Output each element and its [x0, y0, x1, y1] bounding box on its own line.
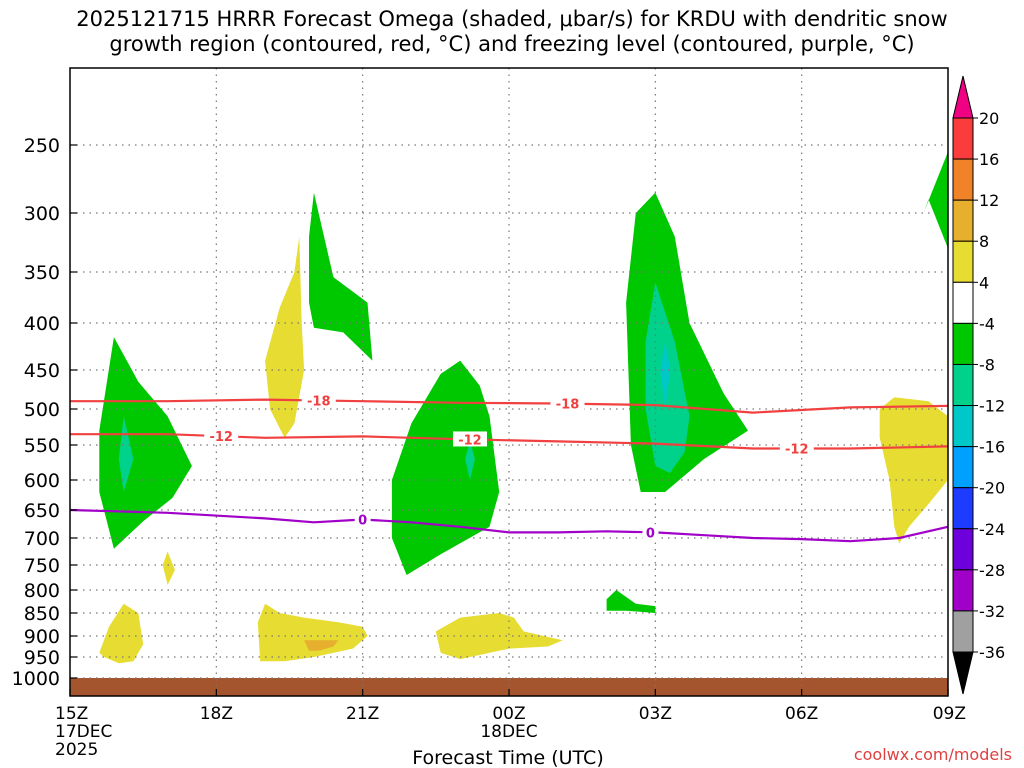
y-tick-label: 450 — [24, 360, 60, 382]
colorbar-label: 16 — [979, 150, 999, 169]
x-tick-sublabel: 17DEC — [55, 722, 112, 742]
credit-text: coolwx.com/models — [853, 745, 1012, 764]
y-tick-label: 800 — [24, 580, 60, 602]
x-tick-label: 03Z — [639, 704, 672, 724]
colorbar-bottom-arrow — [952, 651, 974, 695]
colorbar-label: 4 — [979, 273, 989, 292]
y-tick-label: 300 — [24, 203, 60, 225]
dgz-label: -12 — [785, 443, 809, 458]
omega-region-9 — [923, 151, 948, 249]
y-tick-label: 900 — [24, 626, 60, 648]
x-tick-label: 15Z — [55, 704, 88, 724]
y-tick-label: 1000 — [12, 668, 60, 690]
gridlines — [70, 68, 948, 696]
colorbar-box — [952, 281, 974, 324]
colorbar-box — [952, 117, 974, 160]
colorbar-label: 12 — [979, 191, 999, 210]
y-tick-label: 500 — [24, 399, 60, 421]
colorbar-label: -4 — [979, 314, 995, 333]
omega-region-3 — [391, 360, 500, 575]
y-tick-label: 550 — [24, 435, 60, 457]
colorbar-label: -24 — [979, 520, 1005, 539]
colorbar-box — [952, 487, 974, 530]
x-tick-sublabel: 18DEC — [480, 722, 537, 742]
colorbar-label: -16 — [979, 438, 1005, 457]
dgz-label: -18 — [556, 398, 580, 413]
omega-region-12 — [99, 603, 144, 664]
dgz-label-bg — [452, 431, 487, 447]
colorbar-label: -32 — [979, 602, 1005, 621]
dgz-label: -18 — [307, 394, 331, 409]
y-tick-label: 750 — [24, 555, 60, 577]
chart-title-line-2: growth region (contoured, red, °C) and f… — [109, 32, 915, 56]
freezing-label-bg — [354, 511, 371, 527]
chart-title-line-1: 2025121715 HRRR Forecast Omega (shaded, … — [76, 7, 948, 31]
y-tick-label: 400 — [24, 313, 60, 335]
colorbar-label: -28 — [979, 561, 1005, 580]
x-tick-label: 18Z — [200, 704, 233, 724]
freezing-level-line — [69, 508, 949, 543]
x-tick-sublabel: 2025 — [55, 740, 98, 760]
y-tick-label: 350 — [24, 262, 60, 284]
y-tick-label: 600 — [24, 470, 60, 492]
omega-region-8 — [606, 590, 656, 613]
colorbar-box — [952, 405, 974, 448]
omega-region-4 — [465, 441, 475, 480]
y-tick-label: 850 — [24, 603, 60, 625]
colorbar-box — [952, 322, 974, 365]
dgz-line--18 — [70, 398, 949, 414]
colorbar-top-arrow — [952, 75, 974, 119]
colorbar-label: -12 — [979, 397, 1005, 416]
colorbar-box — [952, 569, 974, 612]
freezing-label: 0 — [646, 526, 655, 541]
omega-region-13 — [257, 603, 368, 662]
colorbar-box — [952, 610, 974, 653]
x-tick-label: 09Z — [933, 704, 966, 724]
y-tick-label: 250 — [24, 135, 60, 157]
omega-region-10 — [265, 236, 305, 438]
omega-region-0 — [99, 337, 192, 549]
dgz-label: -12 — [209, 430, 233, 445]
omega-region-11 — [162, 551, 175, 585]
freezing-label-bg — [642, 524, 659, 540]
colorbar-box — [952, 528, 974, 571]
omega-region-14 — [304, 640, 339, 651]
colorbar-label: -8 — [979, 355, 995, 374]
colorbar-box — [952, 240, 974, 283]
colorbar-label: 8 — [979, 232, 989, 251]
dgz-label: -12 — [458, 433, 482, 448]
colorbar-label: -36 — [979, 643, 1005, 662]
dgz-label-bg — [779, 440, 814, 456]
contour-lines: -18 -18 -12 -12 -12 0 0 — [69, 392, 949, 543]
x-tick-label: 21Z — [346, 704, 379, 724]
omega-region-16 — [879, 397, 948, 544]
dgz-label-bg — [301, 392, 336, 408]
omega-region-2 — [309, 192, 373, 361]
colorbar-box — [952, 446, 974, 489]
dgz-label-bg — [550, 395, 585, 411]
colorbar-box — [952, 363, 974, 407]
freezing-label: 0 — [358, 514, 367, 529]
y-tick-label: 700 — [24, 528, 60, 550]
colorbar-label: 20 — [979, 109, 999, 128]
x-axis-label: Forecast Time (UTC) — [412, 747, 603, 768]
omega-shaded-regions — [99, 151, 948, 664]
colorbar-box — [952, 158, 974, 201]
x-tick-label: 00Z — [492, 704, 525, 724]
dgz-label-bg — [204, 428, 239, 444]
colorbar: 20 16 12 8 4 -4 -8 -12 -16 -20 -24 -28 -32 -36 — [952, 75, 1005, 695]
y-tick-label: 650 — [24, 500, 60, 522]
y-tick-label: 950 — [24, 647, 60, 669]
pressure-axis: 2503003504004505005506006507007508008509… — [12, 135, 77, 690]
colorbar-label: -20 — [979, 479, 1005, 498]
omega-region-7 — [660, 341, 670, 409]
x-tick-label: 06Z — [785, 704, 818, 724]
colorbar-box — [952, 199, 974, 242]
